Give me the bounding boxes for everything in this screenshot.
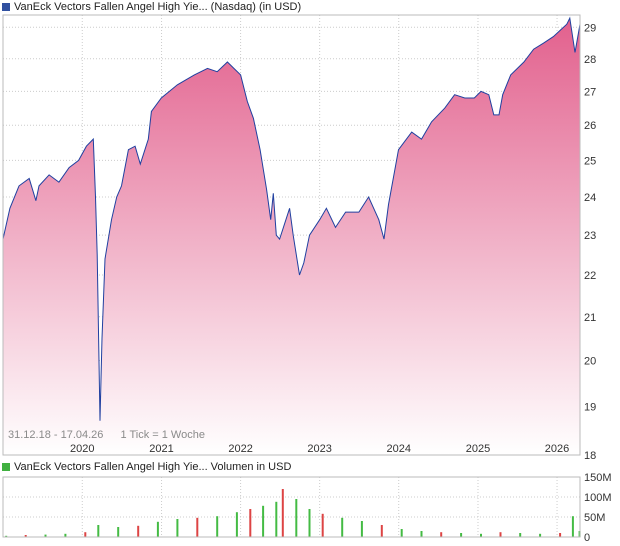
volume-chart-legend: VanEck Vectors Fallen Angel High Yie... … (2, 460, 291, 474)
price-y-tick-label: 23 (584, 230, 596, 242)
price-x-tick-label: 2024 (386, 443, 410, 455)
volume-bar (420, 531, 423, 537)
price-x-tick-label: 2025 (466, 443, 490, 455)
volume-bar (400, 529, 403, 537)
volume-y-tick-label: 150M (584, 472, 612, 484)
price-y-tick-label: 24 (584, 192, 596, 204)
volume-bar (249, 509, 252, 537)
volume-bar (341, 517, 344, 537)
price-y-tick-label: 18 (584, 450, 596, 462)
volume-bar (380, 525, 383, 537)
volume-y-tick-label: 50M (584, 512, 605, 524)
price-chart-legend: VanEck Vectors Fallen Angel High Yie... … (2, 0, 301, 14)
price-y-tick-label: 26 (584, 120, 596, 132)
volume-bar (571, 516, 574, 537)
price-y-tick-label: 20 (584, 356, 596, 368)
volume-bar (499, 532, 502, 537)
volume-bar (308, 509, 311, 537)
volume-bar (176, 519, 179, 537)
volume-bar (64, 533, 67, 537)
price-legend-label: VanEck Vectors Fallen Angel High Yie... … (14, 1, 302, 13)
volume-bar (539, 533, 542, 537)
volume-bar (559, 533, 562, 537)
price-y-tick-label: 27 (584, 86, 596, 98)
price-x-tick-label: 2026 (545, 443, 569, 455)
volume-bar (281, 489, 284, 537)
volume-bar (216, 516, 219, 537)
volume-bar (460, 533, 463, 537)
volume-bar (196, 517, 199, 537)
volume-bar (295, 499, 298, 537)
price-x-tick-label: 2021 (149, 443, 173, 455)
volume-bar (235, 512, 238, 537)
price-x-tick-label: 2023 (307, 443, 331, 455)
volume-bar (360, 521, 363, 537)
price-y-tick-label: 29 (584, 22, 596, 34)
volume-bar (262, 505, 265, 537)
volume-bar (84, 532, 87, 537)
volume-bar (275, 501, 278, 537)
price-y-tick-label: 21 (584, 312, 596, 324)
volume-bar (156, 521, 159, 537)
price-y-tick-label: 19 (584, 402, 596, 414)
volume-bar (137, 525, 140, 537)
volume-y-tick-label: 0 (584, 532, 590, 544)
volume-chart-frame (2, 476, 581, 538)
volume-bar (480, 533, 482, 537)
volume-legend-label: VanEck Vectors Fallen Angel High Yie... … (14, 461, 292, 473)
price-y-tick-label: 28 (584, 54, 596, 66)
volume-legend-swatch (2, 463, 10, 471)
volume-bar (519, 533, 522, 537)
price-y-axis: 18 19 20 21 22 23 24 25 26 27 28 29 (584, 22, 596, 462)
volume-chart-grid (3, 476, 580, 538)
price-y-tick-label: 22 (584, 270, 596, 282)
volume-bar (321, 513, 324, 537)
price-y-tick-label: 25 (584, 155, 596, 167)
volume-bars (5, 489, 581, 537)
volume-bar (440, 532, 443, 537)
price-legend-swatch (2, 3, 10, 11)
volume-bar (24, 535, 27, 537)
price-chart-frame (2, 14, 581, 456)
price-series-line (2, 16, 581, 421)
volume-bar (5, 535, 8, 537)
price-x-axis: 2020 2021 2022 2023 2024 2025 2026 (70, 443, 569, 455)
period-range: 31.12.18 - 17.04.26 (8, 429, 103, 441)
volume-bar (44, 534, 47, 537)
price-area-fill (3, 18, 580, 455)
price-x-tick-label: 2022 (228, 443, 252, 455)
period-note: 31.12.18 - 17.04.26 1 Tick = 1 Woche (8, 429, 205, 441)
period-tick-size: 1 Tick = 1 Woche (120, 429, 204, 441)
volume-bar (117, 527, 120, 537)
volume-y-axis: 0 50M 100M 150M (584, 472, 612, 544)
price-x-tick-label: 2020 (70, 443, 94, 455)
volume-bar (97, 525, 100, 537)
volume-y-tick-label: 100M (584, 492, 612, 504)
